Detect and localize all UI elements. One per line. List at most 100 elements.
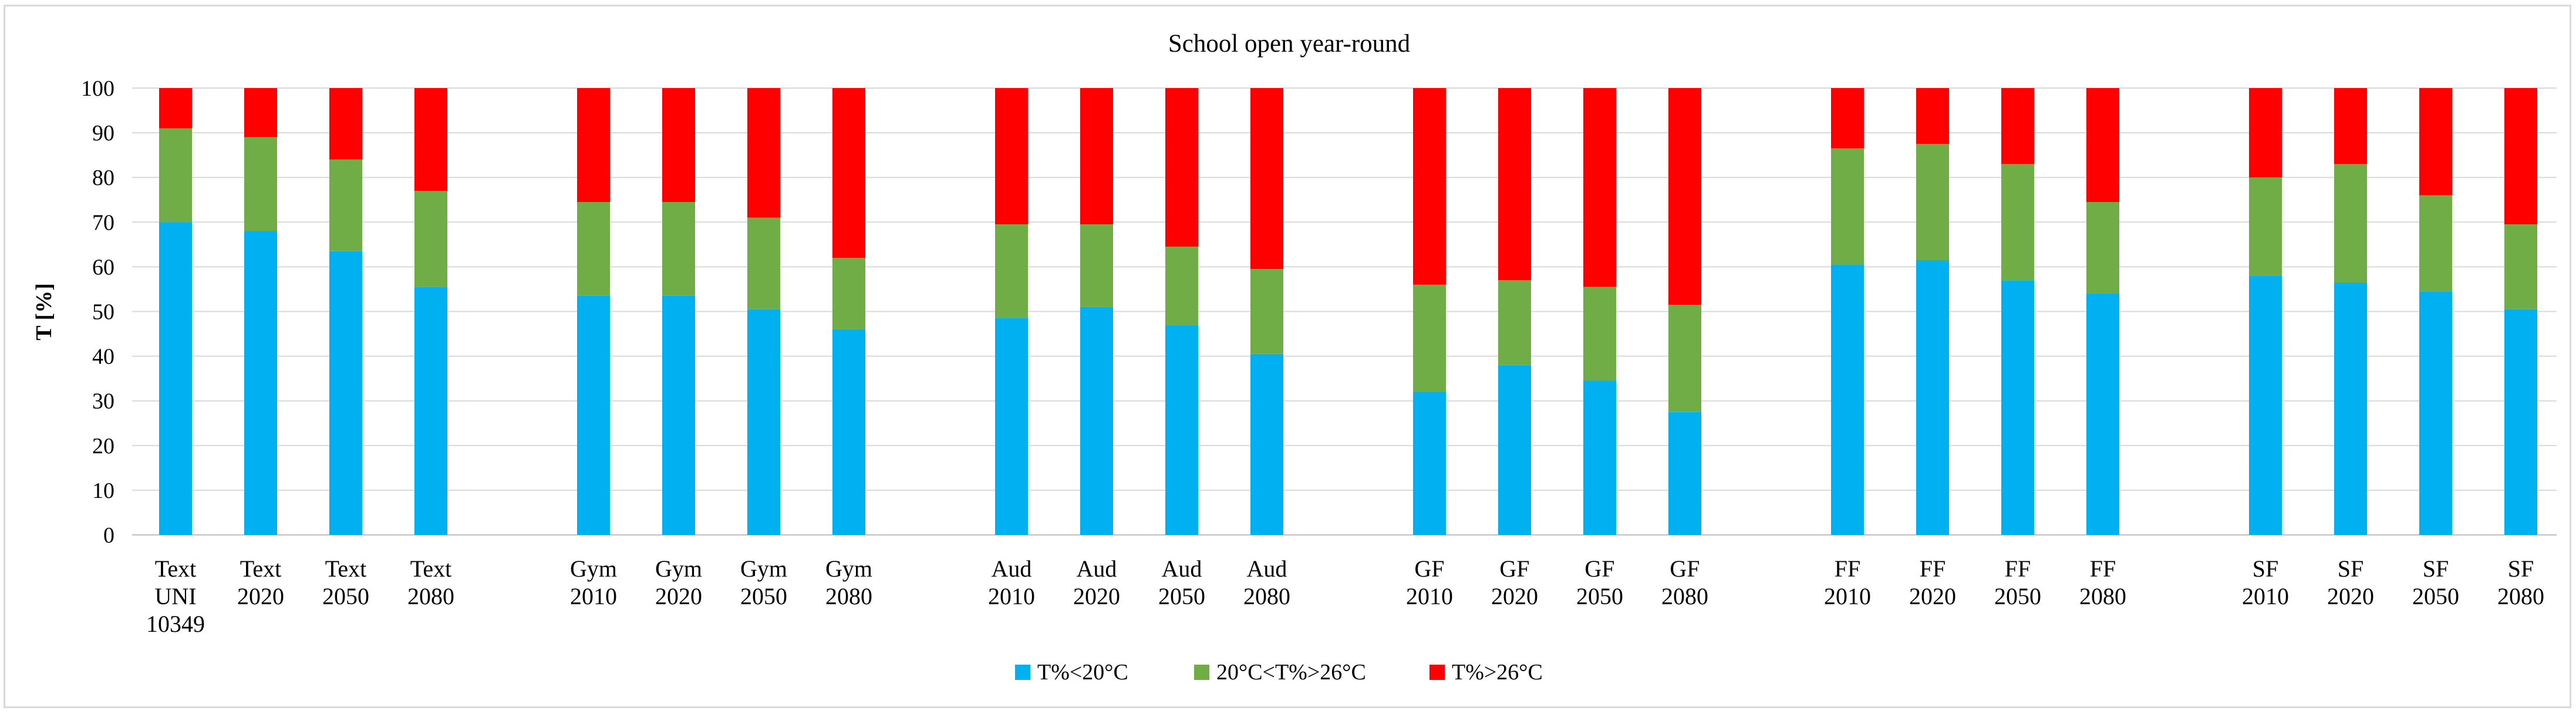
x-tick-label: Gym 2080: [825, 555, 872, 609]
x-tick-label: Aud 2010: [988, 555, 1035, 609]
bar-segment-between: [2086, 202, 2119, 294]
bar-segment-above26: [577, 88, 610, 203]
y-tick-label: 0: [103, 523, 114, 548]
x-tick-label: Text 2020: [237, 555, 284, 609]
bar-segment-above26: [1668, 88, 1701, 305]
bar-segment-between: [2504, 224, 2537, 309]
y-tick-label: 20: [92, 434, 114, 459]
stacked-bar-chart: School open year-round T [%] 0 10 20 30 40 50…: [32, 30, 2557, 685]
x-tick-label: Gym 2050: [740, 555, 787, 609]
bar-segment-above26: [2504, 88, 2537, 225]
y-tick-label: 10: [92, 479, 114, 503]
bars: [159, 88, 2537, 535]
bar-segment-below20: [1080, 307, 1113, 535]
legend-label: 20°C<T%>26°C: [1216, 660, 1366, 685]
x-tick-label: FF 2080: [2079, 555, 2126, 609]
y-tick-label: 40: [92, 345, 114, 369]
bar-segment-below20: [995, 318, 1028, 535]
chart-frame: School open year-round T [%] 0 10 20 30 40 50…: [4, 5, 2571, 708]
bar-segment-between: [159, 128, 192, 223]
gridlines: [132, 87, 2557, 536]
x-tick-label: FF 2050: [1994, 555, 2041, 609]
legend-label: T%>26°C: [1452, 660, 1543, 685]
bar-segment-above26: [329, 88, 362, 160]
x-tick-label: Text 2080: [407, 555, 454, 609]
bar-segment-below20: [2001, 280, 2034, 535]
legend: T%<20°C 20°C<T%>26°C T%>26°C: [1015, 660, 1543, 685]
bar-segment-between: [1916, 144, 1949, 260]
bar-segment-between: [577, 202, 610, 296]
bar-segment-above26: [1916, 88, 1949, 144]
x-tick-label: GF 2050: [1576, 555, 1623, 609]
x-tick-label: GF 2020: [1491, 555, 1538, 609]
bar-segment-above26: [244, 88, 277, 137]
y-tick-label: 90: [92, 121, 114, 146]
x-tick-label: GF 2080: [1661, 555, 1708, 609]
y-axis-label: T [%]: [32, 283, 56, 340]
legend-swatch: [1015, 665, 1030, 680]
y-tick-label: 60: [92, 255, 114, 279]
y-tick-label: 80: [92, 166, 114, 190]
bar-segment-below20: [577, 295, 610, 535]
bar-segment-below20: [1413, 392, 1446, 535]
bar-segment-above26: [2249, 88, 2282, 178]
bar-segment-above26: [2419, 88, 2452, 196]
legend-swatch: [1429, 665, 1445, 680]
bar-segment-between: [832, 258, 865, 329]
x-tick-label: Aud 2020: [1073, 555, 1120, 609]
bar-segment-below20: [1916, 260, 1949, 535]
bar-segment-above26: [747, 88, 780, 218]
bar-segment-below20: [244, 231, 277, 535]
bar-segment-between: [1668, 305, 1701, 412]
bar-segment-between: [329, 159, 362, 251]
bar-segment-below20: [1831, 264, 1864, 535]
bar-segment-above26: [2334, 88, 2367, 164]
bar-segment-between: [662, 202, 695, 296]
x-tick-label: FF 2010: [1824, 555, 1871, 609]
bar-segment-below20: [1498, 365, 1531, 535]
x-tick-label: FF 2020: [1909, 555, 1956, 609]
bar-segment-above26: [1080, 88, 1113, 225]
x-tick-label: GF 2010: [1406, 555, 1453, 609]
x-tick-label: SF 2010: [2242, 555, 2289, 609]
x-tick-label: Aud 2050: [1158, 555, 1205, 609]
bar-segment-above26: [995, 88, 1028, 225]
bar-segment-between: [1583, 287, 1616, 381]
legend-swatch: [1194, 665, 1209, 680]
x-tick-label: Aud 2080: [1243, 555, 1290, 609]
bar-segment-below20: [2086, 294, 2119, 535]
bar-segment-between: [2419, 195, 2452, 292]
bar-segment-between: [995, 224, 1028, 318]
bar-segment-between: [244, 137, 277, 231]
bar-segment-below20: [329, 251, 362, 535]
bar-segment-above26: [2086, 88, 2119, 203]
bar-segment-below20: [747, 309, 780, 535]
x-tick-label: SF 2080: [2497, 555, 2544, 609]
bar-segment-below20: [832, 329, 865, 535]
bar-segment-above26: [1413, 88, 1446, 285]
x-tick-label: Gym 2010: [570, 555, 617, 609]
bar-segment-above26: [1498, 88, 1531, 281]
bar-segment-between: [747, 217, 780, 309]
y-tick-label: 50: [92, 300, 114, 325]
bar-segment-between: [414, 191, 447, 287]
x-tick-label: SF 2020: [2327, 555, 2374, 609]
bar-segment-below20: [2419, 291, 2452, 535]
bar-segment-above26: [2001, 88, 2034, 164]
y-tick-label: 70: [92, 210, 114, 235]
legend-label: T%<20°C: [1037, 660, 1128, 685]
bar-segment-below20: [1250, 353, 1283, 535]
bar-segment-between: [1413, 284, 1446, 392]
bar-segment-above26: [1583, 88, 1616, 287]
bar-segment-above26: [414, 88, 447, 191]
bar-segment-between: [1165, 247, 1198, 325]
bar-segment-below20: [2334, 282, 2367, 535]
bar-segment-between: [1831, 148, 1864, 265]
chart-title: School open year-round: [1168, 30, 1410, 58]
bar-segment-below20: [1668, 412, 1701, 535]
bar-segment-between: [1080, 224, 1113, 307]
x-tick-label: Text 2050: [322, 555, 369, 609]
bar-segment-below20: [1165, 325, 1198, 535]
bar-segment-below20: [2249, 275, 2282, 535]
bar-segment-below20: [2504, 309, 2537, 535]
